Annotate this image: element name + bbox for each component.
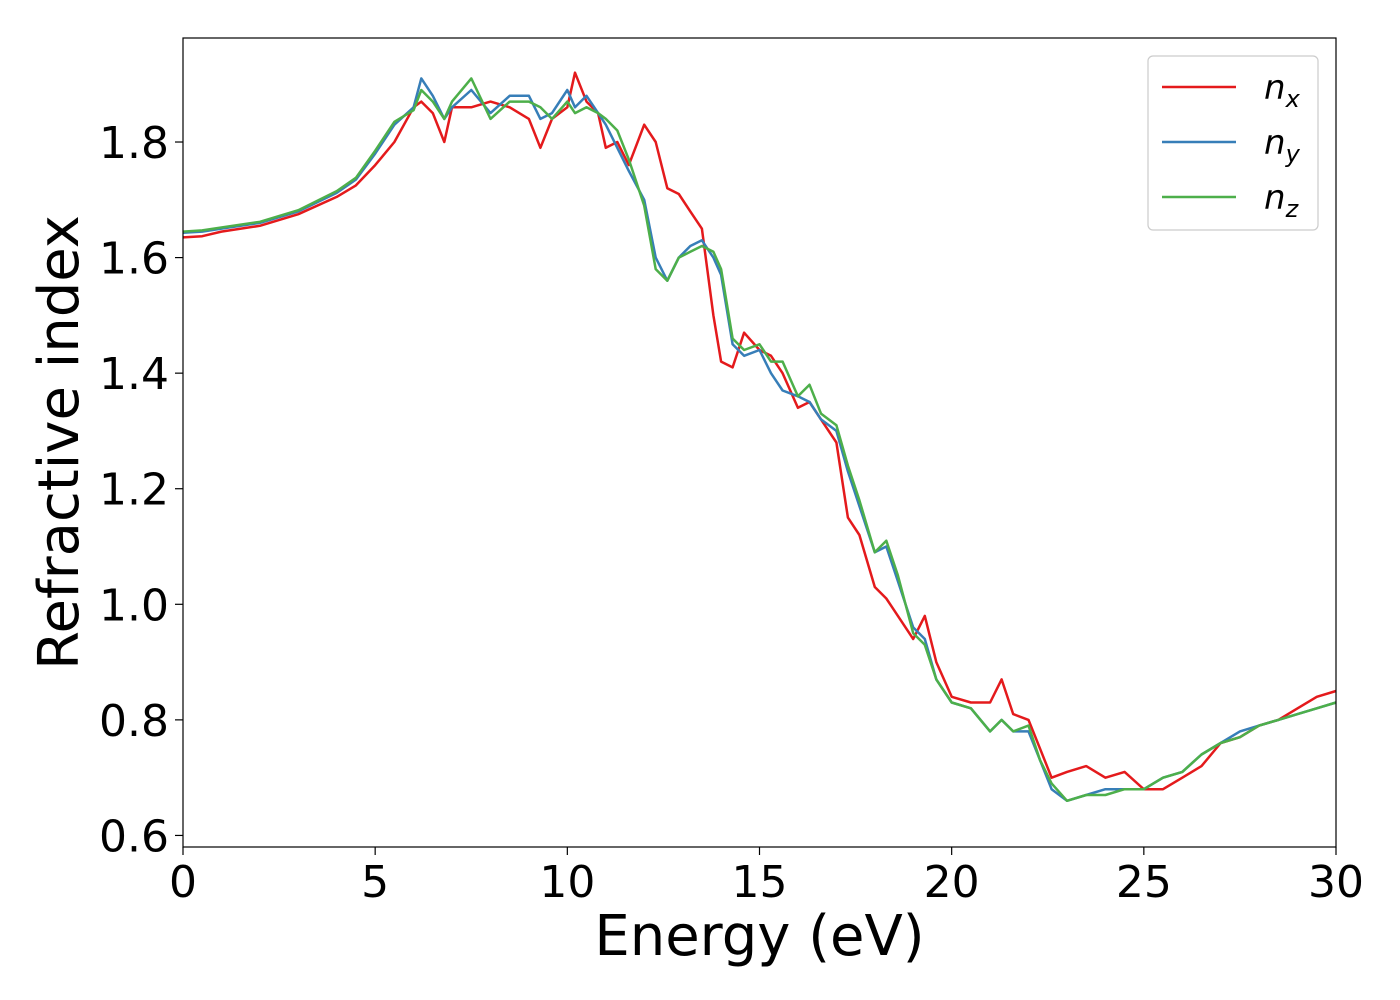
y-axis-label: Refractive index [27, 215, 92, 670]
y-tick-label: 0.6 [99, 811, 169, 862]
legend-label-subscript: z [1285, 195, 1300, 223]
x-tick-label: 30 [1308, 857, 1364, 908]
x-tick-label: 10 [539, 857, 595, 908]
series-layer [182, 71, 1337, 803]
legend-label-base: n [1264, 68, 1286, 108]
y-tick-label: 1.2 [99, 465, 169, 516]
legend-label-nz: nz [1264, 178, 1300, 223]
x-axis-label: Energy (eV) [594, 904, 924, 969]
legend-label-subscript: x [1285, 85, 1301, 113]
y-tick-label: 1.4 [99, 349, 169, 400]
tick-layer: 0 5 10 15 20 25 30 0.6 0.8 1.0 1.2 1.4 1.6 1.8 [99, 118, 1364, 908]
legend-label-nx: nx [1264, 68, 1301, 113]
series-line-nz [182, 77, 1337, 803]
y-tick-label: 0.8 [99, 696, 169, 747]
x-tick-label: 15 [732, 857, 788, 908]
y-tick-label: 1.0 [99, 580, 169, 631]
legend-label-base: n [1264, 178, 1286, 218]
x-tick-label: 0 [169, 857, 197, 908]
legend-label-subscript: y [1285, 140, 1301, 168]
x-tick-label: 20 [924, 857, 980, 908]
y-tick-label: 1.8 [99, 118, 169, 169]
y-tick-label: 1.6 [99, 234, 169, 285]
x-tick-label: 5 [361, 857, 389, 908]
legend-label-base: n [1264, 123, 1286, 163]
legend-label-ny: ny [1264, 123, 1301, 168]
x-tick-label: 25 [1116, 857, 1172, 908]
